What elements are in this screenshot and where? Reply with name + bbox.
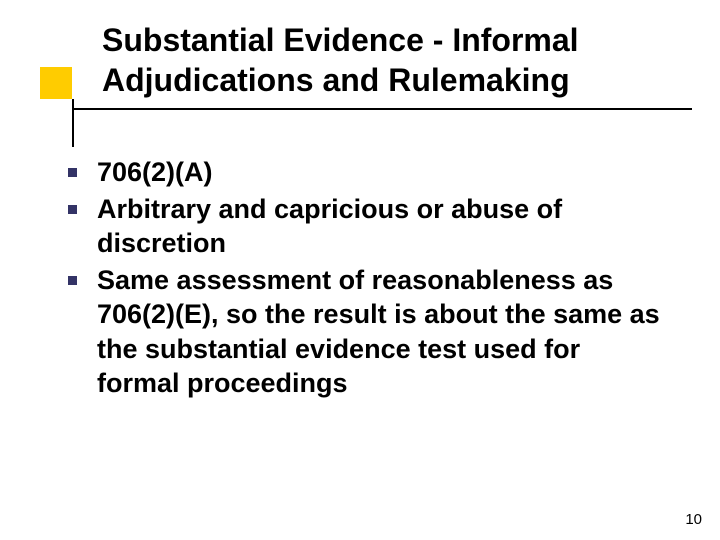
list-item: 706(2)(A) <box>68 155 668 190</box>
bullet-icon <box>68 276 77 285</box>
page-number: 10 <box>685 511 702 528</box>
bullet-text: 706(2)(A) <box>97 155 213 190</box>
list-item: Same assessment of reasonableness as 706… <box>68 263 668 401</box>
title-block: Substantial Evidence - Informal Adjudica… <box>102 20 682 100</box>
accent-line-vertical <box>72 99 74 147</box>
slide: Substantial Evidence - Informal Adjudica… <box>0 0 720 540</box>
content-area: 706(2)(A) Arbitrary and capricious or ab… <box>68 155 668 403</box>
bullet-text: Arbitrary and capricious or abuse of dis… <box>97 192 668 261</box>
bullet-text: Same assessment of reasonableness as 706… <box>97 263 668 401</box>
bullet-icon <box>68 168 77 177</box>
bullet-icon <box>68 205 77 214</box>
list-item: Arbitrary and capricious or abuse of dis… <box>68 192 668 261</box>
slide-title: Substantial Evidence - Informal Adjudica… <box>102 20 682 100</box>
accent-square <box>40 67 72 99</box>
accent-line-horizontal <box>72 108 692 110</box>
